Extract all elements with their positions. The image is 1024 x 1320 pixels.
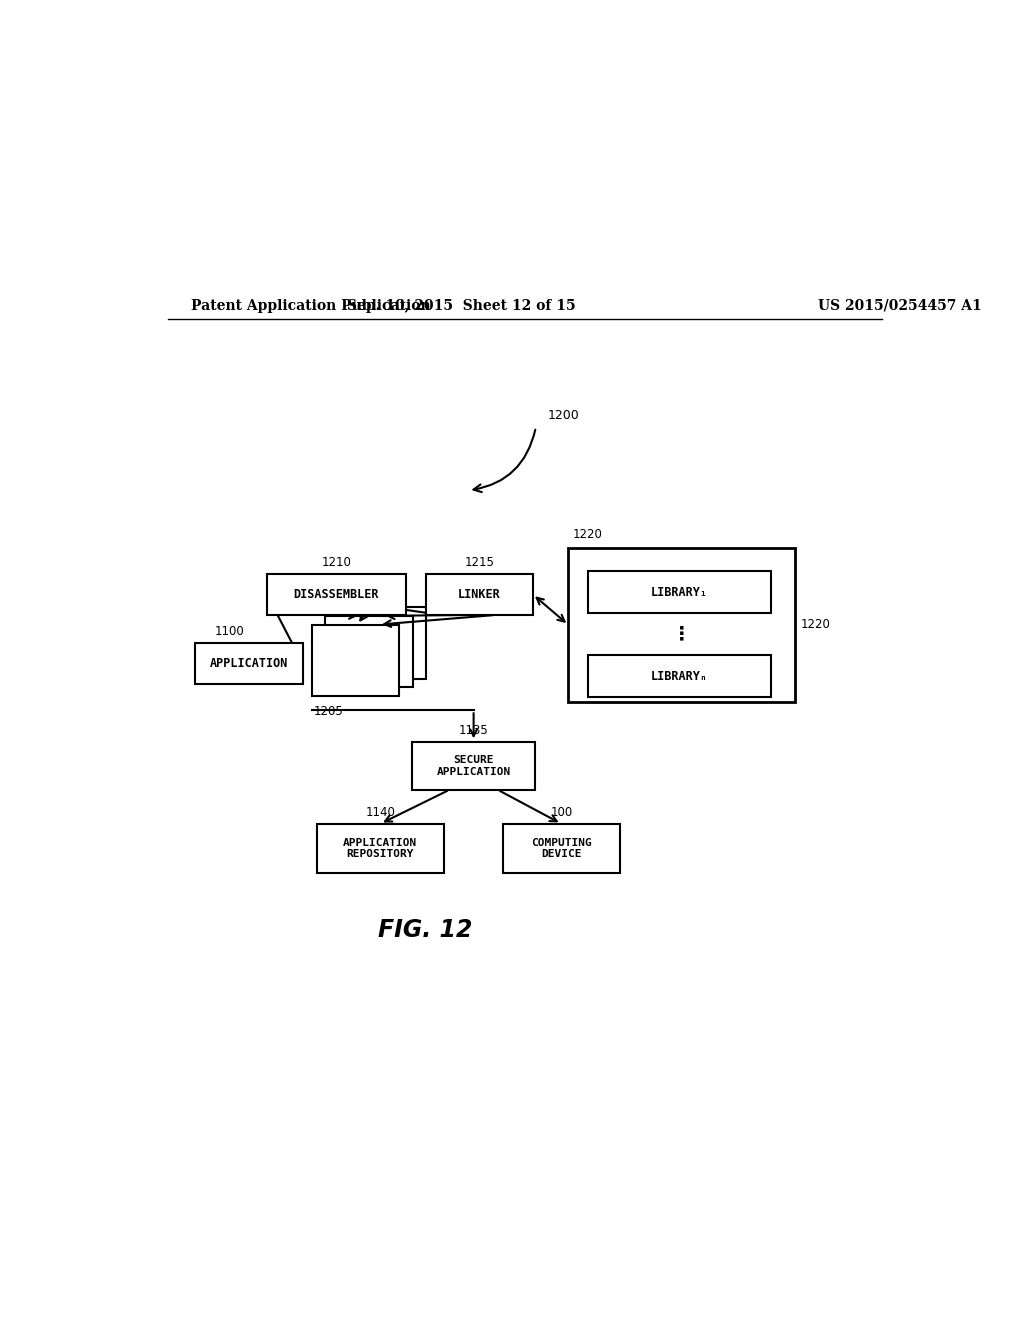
FancyBboxPatch shape: [316, 824, 443, 873]
Text: 1140: 1140: [366, 807, 395, 818]
Text: 1215: 1215: [464, 556, 495, 569]
FancyBboxPatch shape: [426, 574, 532, 615]
Text: 1205: 1205: [313, 705, 343, 718]
FancyBboxPatch shape: [503, 824, 620, 873]
Text: LIBRARY₁: LIBRARY₁: [651, 586, 708, 598]
Text: SECURE
APPLICATION: SECURE APPLICATION: [436, 755, 511, 776]
FancyBboxPatch shape: [326, 616, 413, 688]
Text: Patent Application Publication: Patent Application Publication: [191, 298, 431, 313]
FancyBboxPatch shape: [588, 572, 771, 612]
Text: DISASSEMBLER: DISASSEMBLER: [294, 587, 379, 601]
FancyBboxPatch shape: [338, 607, 426, 678]
FancyBboxPatch shape: [412, 742, 536, 789]
Text: COMPUTING
DEVICE: COMPUTING DEVICE: [530, 837, 592, 859]
Text: 100: 100: [550, 807, 572, 818]
Text: APPLICATION
REPOSITORY: APPLICATION REPOSITORY: [343, 837, 418, 859]
Text: LINKER: LINKER: [458, 587, 501, 601]
Text: 1220: 1220: [801, 619, 830, 631]
FancyBboxPatch shape: [568, 548, 795, 702]
Text: APPLICATION: APPLICATION: [210, 657, 288, 671]
Text: 1200: 1200: [548, 408, 580, 421]
Text: FIG. 12: FIG. 12: [378, 919, 473, 942]
Text: Sep. 10, 2015  Sheet 12 of 15: Sep. 10, 2015 Sheet 12 of 15: [347, 298, 575, 313]
Text: 1220: 1220: [572, 528, 602, 541]
Text: 1210: 1210: [322, 556, 351, 569]
Text: 1100: 1100: [214, 626, 244, 638]
Text: LIBRARYₙ: LIBRARYₙ: [651, 669, 708, 682]
FancyBboxPatch shape: [312, 624, 399, 696]
FancyBboxPatch shape: [267, 574, 406, 615]
FancyBboxPatch shape: [588, 656, 771, 697]
Text: US 2015/0254457 A1: US 2015/0254457 A1: [818, 298, 982, 313]
Text: ⋮: ⋮: [672, 624, 691, 644]
Text: 1135: 1135: [459, 725, 488, 738]
FancyBboxPatch shape: [196, 643, 303, 684]
